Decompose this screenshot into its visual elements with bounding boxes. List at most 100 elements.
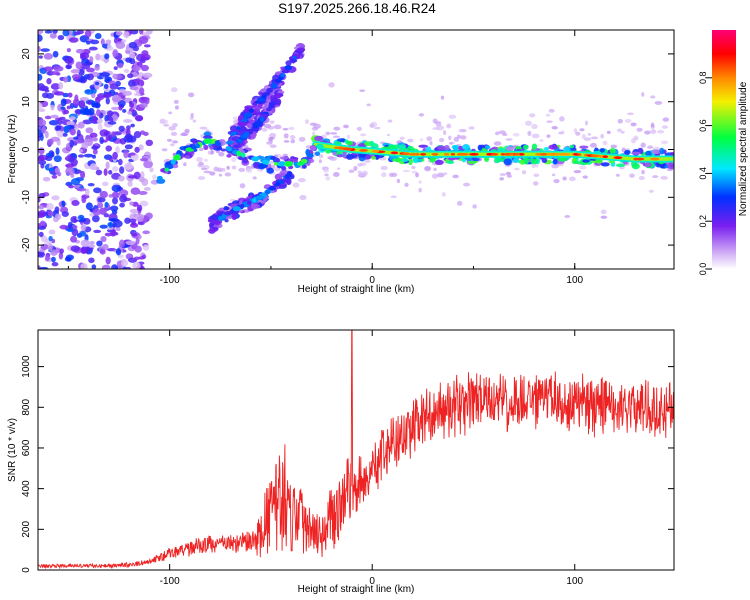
halo-blob [641,169,645,175]
noise-blob [71,73,81,80]
turbulent-onset-core [190,145,197,150]
noise-blob [66,48,71,53]
halo-blob [551,163,559,169]
noise-blob [78,214,85,221]
noise-blob [105,161,110,170]
noise-blob [51,256,56,263]
noise-blob [142,72,153,78]
halo-blob [652,175,659,179]
halo-blob [458,128,467,133]
noise-blob [115,146,120,154]
noise-blob [117,99,126,107]
halo-blob [380,165,388,171]
noise-blob [44,130,49,139]
noise-blob [115,41,126,49]
halo-blob [575,131,581,136]
noise-blob [139,103,148,108]
noise-blob [99,224,108,229]
noise-blob [48,235,53,242]
noise-blob [47,243,53,251]
main-doppler-line-peak [573,153,579,156]
halo-blob [328,82,335,88]
noise-blob [86,73,94,81]
noise-blob [84,188,90,196]
noise-blob [46,78,52,85]
halo-blob [173,99,179,104]
halo-blob [654,100,663,105]
halo-blob [641,92,645,97]
halo-blob [610,144,618,149]
noise-blob [84,30,92,38]
noise-blob [124,133,133,141]
noise-blob [51,261,59,267]
main-doppler-line-peak [514,152,520,156]
halo-blob [650,122,655,127]
noise-blob [123,68,130,73]
main-doppler-line-blob [399,144,407,149]
halo-blob [353,165,358,171]
halo-blob [629,173,635,178]
halo-blob [391,172,398,178]
noise-blob [110,228,117,237]
halo-blob [329,156,338,161]
noise-blob [50,249,58,256]
main-doppler-line-blob [392,158,402,162]
halo-blob [274,167,281,172]
halo-blob [505,171,512,176]
main-doppler-line-blob [599,148,606,153]
noise-blob [138,144,144,151]
upper-branch-core [274,79,282,83]
lower-branch-blob [208,218,215,223]
noise-blob [38,55,43,59]
halo-blob [437,172,445,178]
noise-blob [86,40,91,45]
main-doppler-line-peak [649,157,660,161]
halo-blob [289,135,296,140]
halo-blob [370,121,378,128]
x-tick-label: 0 [369,576,375,587]
noise-blob [56,130,63,136]
halo-blob [305,119,309,124]
main-doppler-line-blob [457,145,464,151]
noise-blob [118,125,125,132]
halo-blob [647,145,654,149]
noise-blob [59,224,68,230]
halo-blob [318,154,324,159]
halo-blob [660,176,668,180]
main-doppler-line-blob [609,147,616,155]
lower-branch-blob [260,200,267,204]
noise-blob [129,30,139,35]
noise-blob [139,130,146,135]
turbulent-onset-core [236,150,242,157]
x-tick-label: 0 [369,275,375,286]
halo-blob [616,128,623,133]
noise-blob [70,178,81,186]
noise-blob [89,39,100,45]
halo-blob [553,179,560,184]
main-doppler-line-blob [506,146,515,152]
spectrogram-xlabel: Height of straight line (km) [298,284,415,295]
noise-blob [136,204,143,212]
y-tick-label: 10 [21,96,32,108]
noise-blob [81,142,89,149]
noise-blob [121,259,129,267]
halo-blob [373,126,381,130]
noise-blob [104,201,109,208]
halo-blob [187,92,195,98]
main-doppler-line-peak [431,152,439,156]
noise-blob [92,115,98,123]
noise-blob [142,230,151,235]
halo-blob [498,130,507,135]
middle-branch-blob [246,123,253,129]
halo-blob [390,195,397,199]
turbulent-onset-core [156,175,163,180]
halo-blob [170,87,178,93]
noise-blob [141,50,149,57]
halo-blob [582,175,588,179]
colorbar-tick-label: 0.6 [698,119,708,132]
halo-blob [172,122,178,128]
main-doppler-line-blob [332,151,338,156]
colorbar-tick-label: 0.8 [698,72,708,85]
halo-blob [192,119,197,123]
halo-blob [583,137,592,142]
